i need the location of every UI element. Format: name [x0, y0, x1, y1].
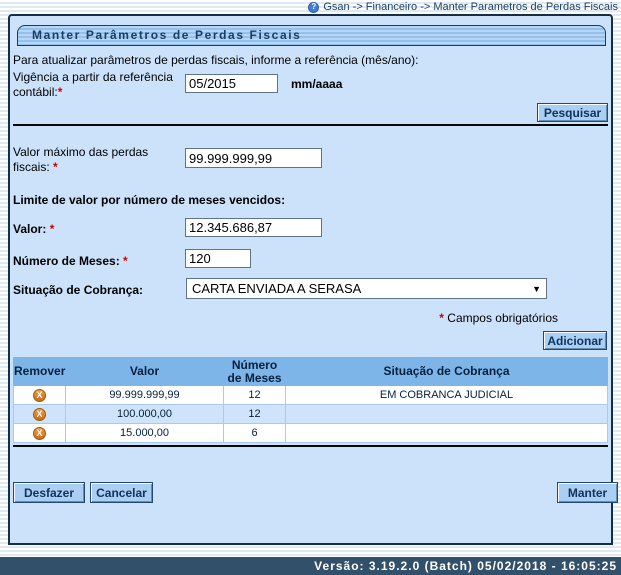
separator-line — [13, 445, 608, 447]
pesquisar-button[interactable]: Pesquisar — [537, 103, 608, 122]
remove-icon[interactable]: X — [33, 426, 46, 440]
selected-option: CARTA ENVIADA A SERASA — [192, 281, 362, 296]
required-asterisk: * — [49, 222, 55, 236]
required-fields-note: * Campos obrigatórios — [439, 311, 558, 325]
header-valor: Valor — [65, 357, 224, 386]
meses-cell: 12 — [223, 404, 286, 424]
manter-button[interactable]: Manter — [557, 482, 618, 503]
limite-heading: Limite de valor por número de meses venc… — [13, 193, 286, 207]
main-panel: Manter Parâmetros de Perdas Fiscais Para… — [8, 14, 618, 545]
breadcrumb: ? Gsan -> Financeiro -> Manter Parametro… — [0, 0, 621, 14]
valor-cell: 100.000,00 — [65, 404, 224, 424]
remove-icon[interactable]: X — [33, 388, 46, 402]
parametros-table: Remover Valor Número de Meses Situação d… — [13, 357, 608, 443]
remover-cell: X — [13, 385, 66, 405]
required-asterisk: * — [53, 160, 58, 174]
situacao-cobranca-label: Situação de Cobrança: — [13, 283, 144, 297]
situacao-cell: EM COBRANCA JUDICIAL — [285, 385, 608, 405]
remover-cell: X — [13, 423, 66, 443]
intro-text: Para atualizar parâmetros de perdas fisc… — [13, 53, 419, 67]
table-header: Remover Valor Número de Meses Situação d… — [13, 357, 608, 386]
table-row: X 99.999.999,99 12 EM COBRANCA JUDICIAL — [13, 385, 608, 405]
required-asterisk: * — [439, 311, 444, 325]
table-row: X 100.000,00 12 — [13, 404, 608, 424]
meses-cell: 12 — [223, 385, 286, 405]
version-text: Versão: 3.19.2.0 (Batch) 05/02/2018 - 16… — [314, 559, 617, 573]
adicionar-button[interactable]: Adicionar — [543, 331, 607, 350]
numero-meses-label: Número de Meses: * — [13, 254, 128, 268]
valor-maximo-input[interactable] — [185, 148, 322, 168]
separator-line — [13, 124, 608, 126]
remover-cell: X — [13, 404, 66, 424]
valor-cell: 99.999.999,99 — [65, 385, 224, 405]
valor-cell: 15.000,00 — [65, 423, 224, 443]
table-row: X 15.000,00 6 — [13, 423, 608, 443]
vigencia-input[interactable] — [185, 74, 278, 93]
valor-maximo-label: Valor máximo das perdas fiscais: * — [13, 145, 149, 174]
situacao-cell — [285, 423, 608, 443]
cancelar-button[interactable]: Cancelar — [90, 482, 153, 503]
valor-label: Valor: * — [13, 222, 55, 236]
required-asterisk: * — [57, 85, 63, 99]
vigencia-format-hint: mm/aaaa — [291, 77, 343, 91]
header-numero-meses: Número de Meses — [223, 357, 286, 386]
remove-icon[interactable]: X — [33, 407, 46, 421]
breadcrumb-path: Gsan -> Financeiro -> Manter Parametros … — [323, 1, 618, 13]
version-bar: Versão: 3.19.2.0 (Batch) 05/02/2018 - 16… — [0, 557, 621, 575]
valor-input[interactable] — [185, 218, 322, 237]
help-icon[interactable]: ? — [308, 1, 320, 13]
situacao-cobranca-select[interactable]: CARTA ENVIADA A SERASA ▼ — [186, 278, 547, 299]
header-situacao: Situação de Cobrança — [285, 357, 608, 386]
table-body: X 99.999.999,99 12 EM COBRANCA JUDICIAL X 100… — [13, 385, 608, 443]
required-asterisk: * — [123, 254, 128, 268]
dropdown-arrow-icon: ▼ — [532, 283, 541, 294]
vigencia-label: Vigência a partir da referência contábil… — [13, 70, 173, 99]
header-remover: Remover — [13, 357, 66, 386]
meses-cell: 6 — [223, 423, 286, 443]
page-title: Manter Parâmetros de Perdas Fiscais — [17, 25, 606, 46]
desfazer-button[interactable]: Desfazer — [13, 482, 85, 503]
numero-meses-input[interactable] — [185, 249, 251, 268]
situacao-cell — [285, 404, 608, 424]
